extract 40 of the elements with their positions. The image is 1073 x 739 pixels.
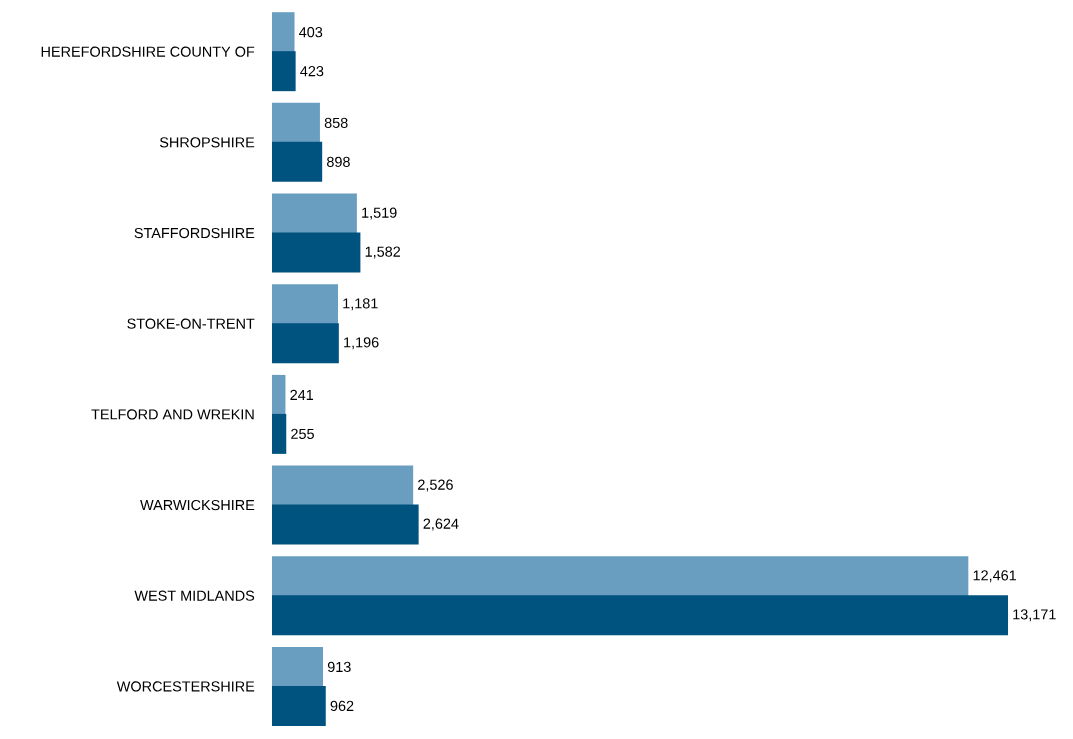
y-tick-label: WEST MIDLANDS <box>134 590 255 601</box>
bar <box>272 193 357 234</box>
data-label: 962 <box>330 700 354 712</box>
data-label: 1,196 <box>344 337 379 350</box>
data-label: 1,582 <box>365 246 401 259</box>
bar <box>272 504 419 545</box>
bar <box>272 284 338 325</box>
bar <box>272 465 414 506</box>
data-label: 1,519 <box>362 207 397 220</box>
data-label: 13,171 <box>1013 609 1056 622</box>
bar <box>272 646 324 687</box>
y-tick-label: WORCESTERSHIRE <box>116 681 255 692</box>
y-tick-label: TELFORD AND WREKIN <box>91 409 254 420</box>
data-label: 423 <box>300 66 324 77</box>
bar <box>272 51 296 92</box>
bar <box>272 102 320 143</box>
data-label: 241 <box>290 389 314 400</box>
bar <box>272 12 295 53</box>
data-label: 1,181 <box>343 298 378 311</box>
y-tick-label: STOKE-ON-TRENT <box>127 318 255 329</box>
y-tick-label: WARWICKSHIRE <box>140 499 255 511</box>
data-label: 898 <box>327 156 350 167</box>
bar <box>272 323 339 364</box>
data-label: 858 <box>324 117 348 128</box>
bar <box>272 556 969 597</box>
bar <box>272 595 1009 636</box>
bar <box>272 374 286 415</box>
bar <box>272 141 323 182</box>
data-label: 255 <box>291 428 314 439</box>
y-tick-label: STAFFORDSHIRE <box>134 227 255 239</box>
bar <box>272 685 326 726</box>
data-label: 913 <box>327 661 351 673</box>
data-label: 2,624 <box>423 518 459 531</box>
y-tick-label: HEREFORDSHIRE COUNTY OF <box>41 46 255 57</box>
data-label: 2,526 <box>418 479 453 492</box>
data-label: 403 <box>299 27 323 38</box>
bar <box>272 232 361 273</box>
y-tick-label: SHROPSHIRE <box>159 137 255 148</box>
data-label: 12,461 <box>973 570 1017 583</box>
bar <box>272 413 287 454</box>
